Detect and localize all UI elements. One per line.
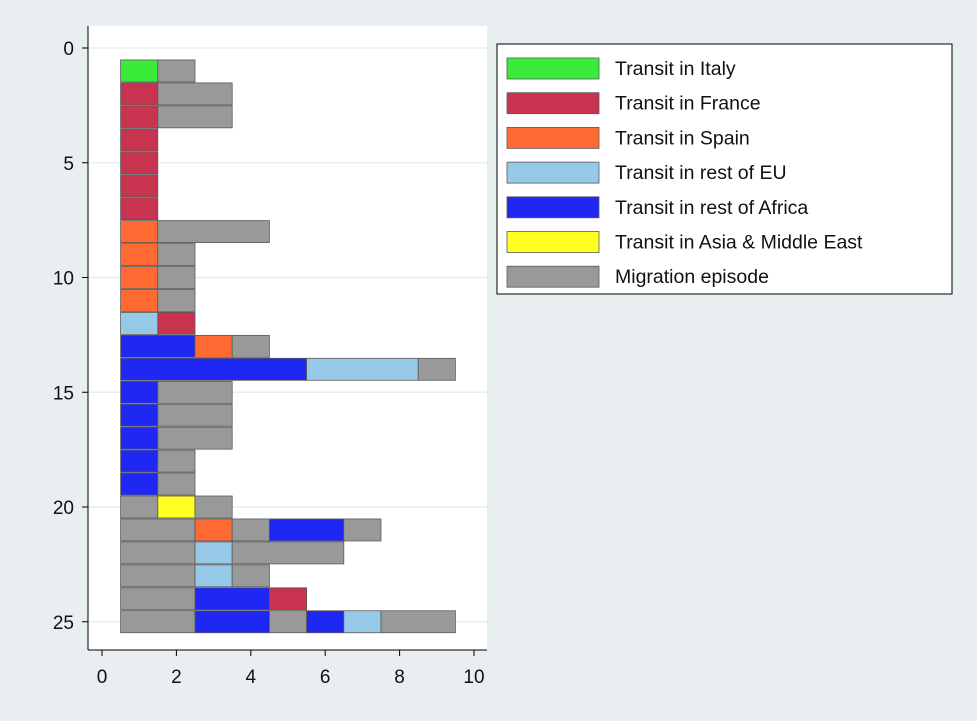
bar-segment-migration <box>343 518 382 542</box>
bar-segment-spain <box>120 266 159 289</box>
bar-segment-migration <box>120 541 196 565</box>
bar-segment-africa <box>268 518 345 542</box>
legend-label-italy: Transit in Italy <box>615 58 736 80</box>
bar-segment-migration <box>417 357 456 381</box>
legend-label-spain: Transit in Spain <box>615 127 750 149</box>
bar-segment-africa <box>120 380 159 404</box>
bar-segment-africa <box>120 472 159 496</box>
legend-label-africa: Transit in rest of Africa <box>615 197 808 219</box>
bar-segment-migration <box>120 564 196 588</box>
bar-segment-eu <box>194 541 233 565</box>
bar-segment-migration <box>120 610 196 634</box>
bar-segment-migration <box>157 426 233 450</box>
bar-segment-migration <box>120 587 196 611</box>
bar-segment-migration <box>231 334 270 358</box>
bar-segment-africa <box>120 357 307 381</box>
bar-segment-eu <box>120 311 159 335</box>
axes: 0 5 10 15 20 25 0 2 4 6 8 10 <box>53 26 487 688</box>
bar-segment-migration <box>157 403 233 427</box>
bar-segment-migration <box>157 289 196 312</box>
y-tick-label: 10 <box>53 269 74 290</box>
bar-segment-migration <box>157 82 233 106</box>
legend-swatch-france <box>506 92 600 115</box>
bar-segment-migration <box>157 266 196 289</box>
legend-swatch-asia <box>506 231 600 253</box>
bar-segment-migration <box>231 564 270 588</box>
bar-segment-eu <box>194 564 233 588</box>
x-tick-label: 4 <box>246 667 257 688</box>
legend-swatch-migration <box>506 265 600 288</box>
bar-segment-spain <box>120 220 159 244</box>
bar-segment-africa <box>194 587 270 611</box>
bar-segment-migration <box>157 220 270 244</box>
bar-segment-italy <box>120 59 159 83</box>
bar-segment-africa <box>120 449 159 473</box>
x-tick-label: 2 <box>171 667 182 688</box>
x-tick-label: 8 <box>394 667 405 688</box>
y-tick-label: 15 <box>53 383 74 404</box>
legend-swatch-italy <box>506 57 600 80</box>
legend: Transit in Italy Transit in France Transit… <box>496 43 953 295</box>
bar-segment-migration <box>157 105 233 129</box>
x-tick-label: 10 <box>463 667 484 688</box>
y-tick-label: 5 <box>63 154 74 175</box>
bar-segment-migration <box>157 472 196 496</box>
bar-segment-migration <box>231 541 345 565</box>
bar-segment-migration <box>231 518 270 542</box>
bars <box>120 59 456 634</box>
bar-segment-migration <box>157 59 196 83</box>
legend-label-asia: Transit in Asia & Middle East <box>615 232 863 254</box>
legend-label-migration: Migration episode <box>615 266 769 288</box>
bar-segment-africa <box>120 403 159 427</box>
bar-segment-migration <box>157 380 233 404</box>
bar-segment-spain <box>194 518 233 542</box>
legend-swatch-eu <box>506 161 600 184</box>
legend-label-france: Transit in France <box>615 93 761 115</box>
x-tick-label: 0 <box>97 667 108 688</box>
bar-segment-france <box>120 82 159 106</box>
bar-segment-migration <box>120 495 159 519</box>
bar-segment-france <box>120 128 159 152</box>
bar-segment-migration <box>194 495 233 519</box>
bar-segment-migration <box>268 610 307 634</box>
bar-segment-eu <box>343 610 382 634</box>
bar-segment-africa <box>194 610 270 634</box>
bar-segment-spain <box>120 289 159 312</box>
bar-segment-spain <box>120 243 159 266</box>
bar-segment-france <box>157 311 196 335</box>
bar-segment-africa <box>306 610 345 634</box>
y-tick-label: 25 <box>53 613 74 634</box>
legend-swatch-spain <box>506 127 600 149</box>
bar-segment-migration <box>157 449 196 473</box>
bar-segment-france <box>120 151 159 175</box>
bar-segment-eu <box>306 357 419 381</box>
bar-segment-spain <box>194 334 233 358</box>
bar-segment-france <box>120 174 159 198</box>
legend-label-eu: Transit in rest of EU <box>615 162 787 184</box>
bar-segment-france <box>268 587 307 611</box>
bar-segment-france <box>120 105 159 129</box>
bar-segment-france <box>120 197 159 221</box>
bar-segment-migration <box>380 610 456 634</box>
bar-segment-migration <box>120 518 196 542</box>
bar-segment-africa <box>120 426 159 450</box>
legend-swatch-africa <box>506 196 600 219</box>
x-tick-label: 6 <box>320 667 331 688</box>
y-tick-label: 0 <box>63 39 74 60</box>
bar-segment-asia <box>157 495 196 519</box>
bar-segment-migration <box>157 243 196 266</box>
bar-segment-africa <box>120 334 196 358</box>
y-tick-label: 20 <box>53 498 74 519</box>
